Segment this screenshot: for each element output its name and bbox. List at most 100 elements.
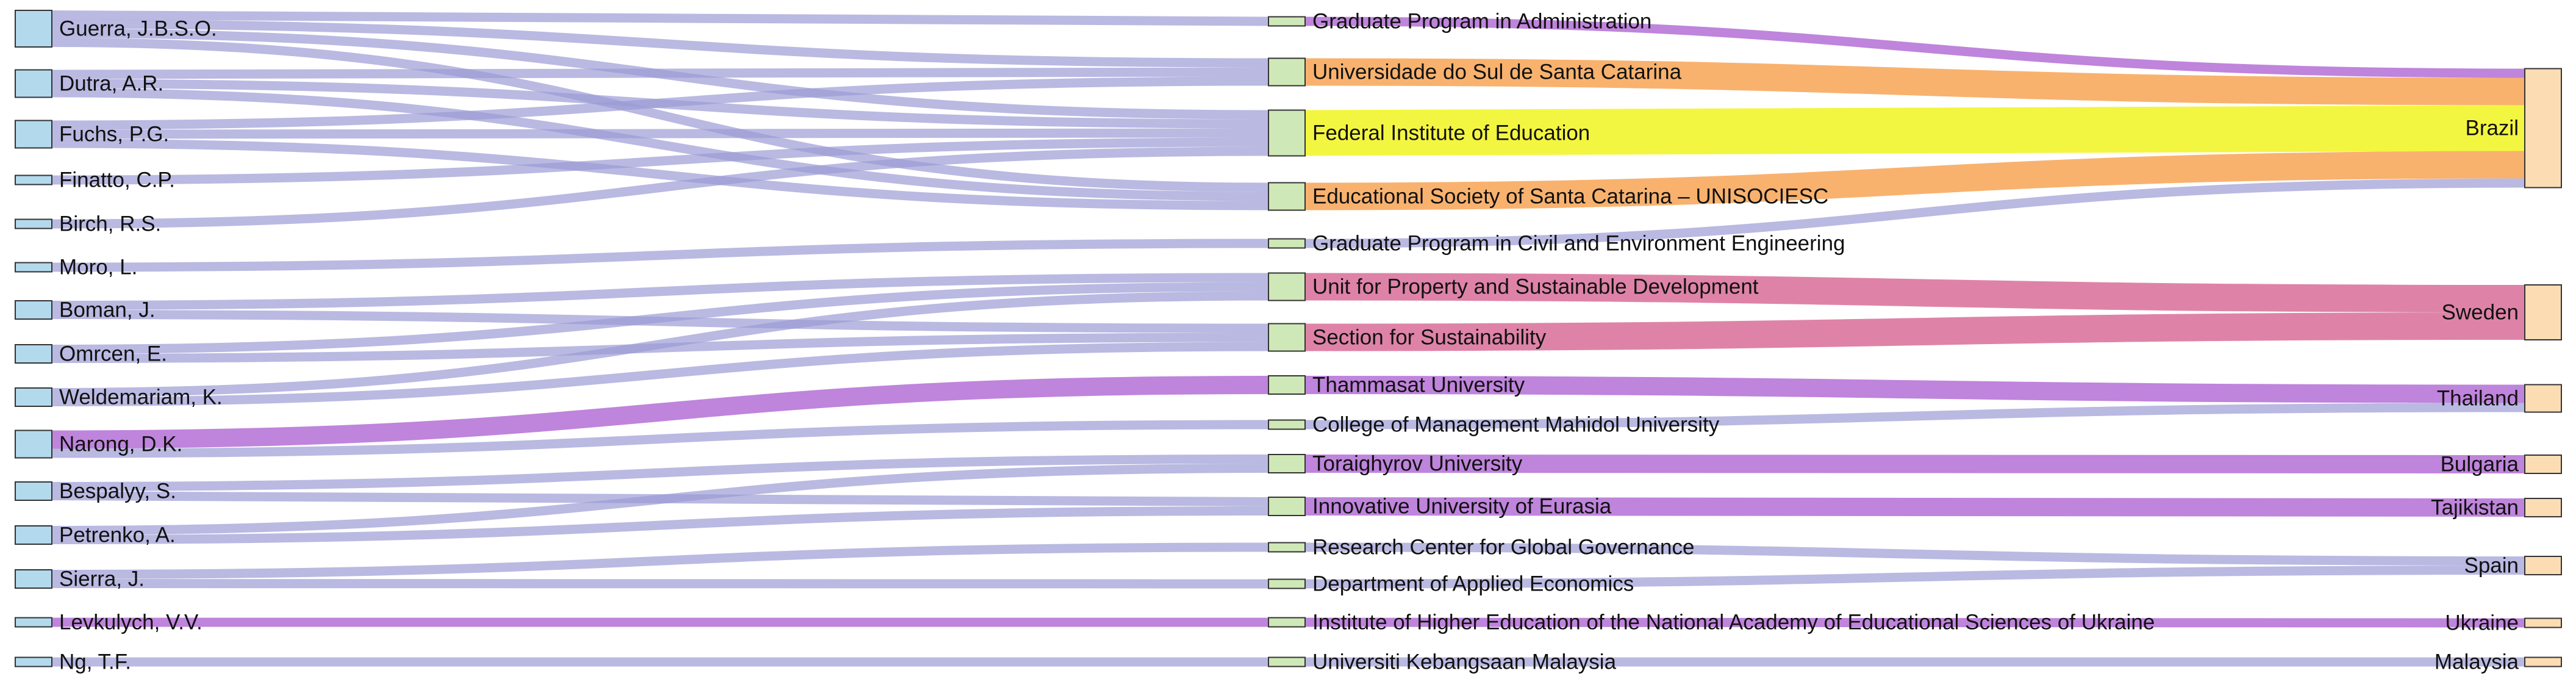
author-node-guerra-j-b-s-o[interactable] bbox=[15, 10, 52, 48]
institution-label-unit-for-property-and-sustainable-development: Unit for Property and Sustainable Develo… bbox=[1312, 275, 1759, 299]
link-research-center-for-global-governance-to-spain bbox=[1304, 542, 2525, 566]
author-label-dutra-a-r: Dutra, A.R. bbox=[59, 72, 163, 96]
author-label-ng-t-f: Ng, T.F. bbox=[59, 650, 131, 674]
link-fuchs-p-g-to-federal-institute-of-education bbox=[51, 128, 1269, 139]
institution-label-research-center-for-global-governance: Research Center for Global Governance bbox=[1312, 536, 1694, 559]
link-narong-d-k-to-college-of-management-mahidol-university bbox=[51, 420, 1269, 458]
institution-node-toraighyrov-university[interactable] bbox=[1268, 454, 1306, 473]
author-label-moro-l: Moro, L. bbox=[59, 256, 137, 279]
link-dutra-a-r-to-educational-society-of-santa-catarina-unisociesc bbox=[51, 88, 1269, 201]
institution-label-section-for-sustainability: Section for Sustainability bbox=[1312, 326, 1547, 350]
author-node-finatto-c-p[interactable] bbox=[15, 174, 52, 185]
institution-node-institute-of-higher-education-of-the-national-academy-of-educational-sciences-of-ukraine[interactable] bbox=[1268, 617, 1306, 628]
link-guerra-j-b-s-o-to-graduate-program-in-administration bbox=[51, 10, 1269, 26]
country-label-sweden: Sweden bbox=[2442, 301, 2519, 325]
country-node-spain[interactable] bbox=[2524, 556, 2562, 575]
author-node-birch-r-s[interactable] bbox=[15, 218, 52, 229]
author-label-levkulych-v-v: Levkulych, V.V. bbox=[59, 611, 202, 634]
institution-label-graduate-program-in-administration: Graduate Program in Administration bbox=[1312, 10, 1651, 34]
author-label-fuchs-p-g: Fuchs, P.G. bbox=[59, 123, 169, 146]
country-label-bulgaria: Bulgaria bbox=[2441, 453, 2519, 476]
author-node-fuchs-p-g[interactable] bbox=[15, 120, 52, 149]
institution-node-graduate-program-in-civil-and-environment-engineering[interactable] bbox=[1268, 238, 1306, 249]
link-narong-d-k-to-thammasat-university bbox=[51, 376, 1269, 449]
country-node-malaysia[interactable] bbox=[2524, 656, 2562, 667]
country-label-ukraine: Ukraine bbox=[2445, 611, 2519, 635]
link-dutra-a-r-to-universidade-do-sul-de-santa-catarina bbox=[51, 67, 1269, 79]
link-guerra-j-b-s-o-to-educational-society-of-santa-catarina-unisociesc bbox=[51, 38, 1269, 192]
author-label-petrenko-a: Petrenko, A. bbox=[59, 523, 176, 547]
institution-node-universiti-kebangsaan-malaysia[interactable] bbox=[1268, 656, 1306, 667]
country-node-thailand[interactable] bbox=[2524, 384, 2562, 413]
link-universidade-do-sul-de-santa-catarina-to-brazil bbox=[1304, 58, 2525, 106]
link-omrcen-e-to-unit-for-property-and-sustainable-development bbox=[51, 282, 1269, 354]
author-node-petrenko-a[interactable] bbox=[15, 525, 52, 545]
author-label-guerra-j-b-s-o: Guerra, J.B.S.O. bbox=[59, 17, 217, 41]
institution-node-research-center-for-global-governance[interactable] bbox=[1268, 542, 1306, 553]
institution-node-graduate-program-in-administration[interactable] bbox=[1268, 16, 1306, 27]
author-label-weldemariam-k: Weldemariam, K. bbox=[59, 386, 223, 409]
institution-node-thammasat-university[interactable] bbox=[1268, 375, 1306, 395]
link-petrenko-a-to-innovative-university-of-eurasia bbox=[51, 506, 1269, 544]
institution-node-innovative-university-of-eurasia[interactable] bbox=[1268, 497, 1306, 516]
link-section-for-sustainability-to-sweden bbox=[1304, 312, 2525, 351]
country-node-bulgaria[interactable] bbox=[2524, 455, 2562, 474]
link-fuchs-p-g-to-universidade-do-sul-de-santa-catarina bbox=[51, 76, 1269, 130]
link-department-of-applied-economics-to-spain bbox=[1304, 566, 2525, 589]
link-guerra-j-b-s-o-to-universidade-do-sul-de-santa-catarina bbox=[51, 20, 1269, 68]
institution-node-universidade-do-sul-de-santa-catarina[interactable] bbox=[1268, 57, 1306, 87]
author-node-dutra-a-r[interactable] bbox=[15, 69, 52, 98]
link-moro-l-to-graduate-program-in-civil-and-environment-engineering bbox=[51, 239, 1269, 272]
country-label-malaysia: Malaysia bbox=[2435, 650, 2519, 674]
institution-node-college-of-management-mahidol-university[interactable] bbox=[1268, 419, 1306, 430]
link-birch-r-s-to-federal-institute-of-education bbox=[51, 146, 1269, 229]
institution-label-toraighyrov-university: Toraighyrov University bbox=[1312, 452, 1523, 476]
institution-label-thammasat-university: Thammasat University bbox=[1312, 373, 1525, 397]
author-node-ng-t-f[interactable] bbox=[15, 656, 52, 667]
country-label-tajikistan: Tajikistan bbox=[2431, 496, 2519, 520]
institution-node-department-of-applied-economics[interactable] bbox=[1268, 578, 1306, 589]
author-label-birch-r-s: Birch, R.S. bbox=[59, 212, 161, 236]
link-bespalyy-s-to-toraighyrov-university bbox=[51, 455, 1269, 491]
author-node-omrcen-e[interactable] bbox=[15, 344, 52, 364]
institution-node-federal-institute-of-education[interactable] bbox=[1268, 109, 1306, 157]
institution-label-innovative-university-of-eurasia: Innovative University of Eurasia bbox=[1312, 495, 1612, 519]
author-node-moro-l[interactable] bbox=[15, 262, 52, 273]
link-college-of-management-mahidol-university-to-thailand bbox=[1304, 403, 2525, 429]
link-federal-institute-of-education-to-brazil bbox=[1304, 105, 2525, 156]
country-node-sweden[interactable] bbox=[2524, 284, 2562, 340]
author-node-narong-d-k[interactable] bbox=[15, 429, 52, 459]
author-label-boman-j: Boman, J. bbox=[59, 298, 156, 322]
institution-label-federal-institute-of-education: Federal Institute of Education bbox=[1312, 121, 1590, 145]
author-node-bespalyy-s[interactable] bbox=[15, 481, 52, 501]
link-graduate-program-in-administration-to-brazil bbox=[1304, 16, 2525, 78]
link-institute-of-higher-education-of-the-national-academy-of-educational-sciences-of-ukraine-to-ukraine bbox=[1304, 617, 2525, 628]
institution-node-unit-for-property-and-sustainable-development[interactable] bbox=[1268, 272, 1306, 301]
link-weldemariam-k-to-section-for-sustainability bbox=[51, 342, 1269, 406]
country-node-tajikistan[interactable] bbox=[2524, 498, 2562, 517]
institution-label-college-of-management-mahidol-university: College of Management Mahidol University bbox=[1312, 413, 1720, 437]
link-educational-society-of-santa-catarina-unisociesc-to-brazil bbox=[1304, 151, 2525, 210]
author-node-weldemariam-k[interactable] bbox=[15, 387, 52, 407]
link-innovative-university-of-eurasia-to-tajikistan bbox=[1304, 497, 2525, 517]
author-node-boman-j[interactable] bbox=[15, 300, 52, 320]
author-node-levkulych-v-v[interactable] bbox=[15, 617, 52, 628]
institution-label-graduate-program-in-civil-and-environment-engineering: Graduate Program in Civil and Environmen… bbox=[1312, 232, 1845, 256]
country-node-ukraine[interactable] bbox=[2524, 617, 2562, 628]
author-label-narong-d-k: Narong, D.K. bbox=[59, 433, 182, 456]
country-label-thailand: Thailand bbox=[2437, 387, 2519, 411]
institution-label-universidade-do-sul-de-santa-catarina: Universidade do Sul de Santa Catarina bbox=[1312, 60, 1682, 84]
institution-node-educational-society-of-santa-catarina-unisociesc[interactable] bbox=[1268, 182, 1306, 211]
country-node-brazil[interactable] bbox=[2524, 68, 2562, 189]
labels-layer: Guerra, J.B.S.O. Dutra, A.R. Fuchs, P.G. Fi… bbox=[59, 10, 2519, 674]
link-unit-for-property-and-sustainable-development-to-sweden bbox=[1304, 273, 2525, 312]
institution-label-department-of-applied-economics: Department of Applied Economics bbox=[1312, 572, 1634, 596]
author-label-sierra-j: Sierra, J. bbox=[59, 567, 145, 591]
author-node-sierra-j[interactable] bbox=[15, 569, 52, 589]
institution-label-universiti-kebangsaan-malaysia: Universiti Kebangsaan Malaysia bbox=[1312, 650, 1617, 674]
institution-node-section-for-sustainability[interactable] bbox=[1268, 323, 1306, 352]
country-label-spain: Spain bbox=[2464, 554, 2519, 578]
link-thammasat-university-to-thailand bbox=[1304, 376, 2525, 403]
author-label-finatto-c-p: Finatto, C.P. bbox=[59, 168, 175, 192]
